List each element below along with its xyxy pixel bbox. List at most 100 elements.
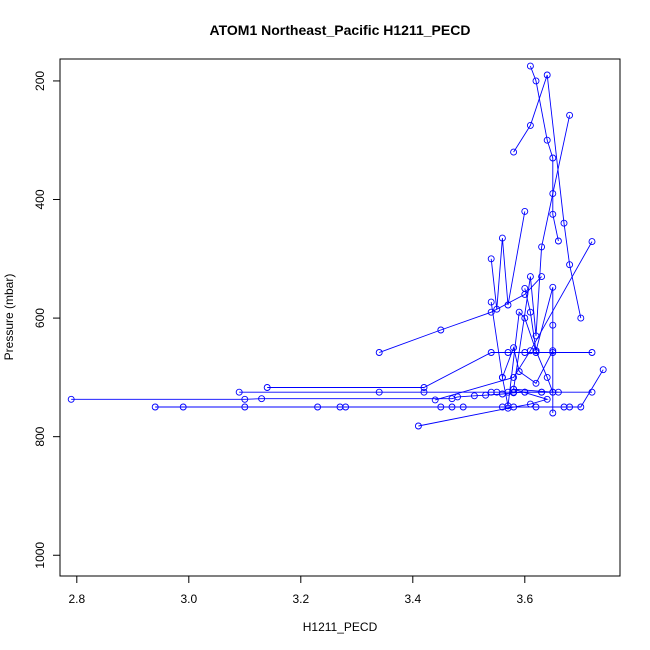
data-point <box>487 255 495 263</box>
data-point <box>498 234 506 242</box>
data-point <box>375 388 383 396</box>
data-point <box>487 349 495 356</box>
x-tick-label: 3.6 <box>516 592 533 606</box>
data-point <box>521 314 529 322</box>
data-point <box>538 273 546 281</box>
series-line <box>529 65 559 242</box>
data-point <box>235 388 243 396</box>
data-point <box>510 373 518 381</box>
data-point <box>414 422 422 430</box>
data-point <box>510 344 518 352</box>
data-point <box>504 301 512 309</box>
series-12 <box>510 111 574 393</box>
data-point <box>549 388 557 396</box>
data-point <box>437 403 445 411</box>
data-point <box>543 71 551 79</box>
series-line <box>501 311 554 406</box>
data-point <box>521 284 529 292</box>
data-point <box>515 368 523 375</box>
data-point <box>532 403 540 411</box>
data-point <box>493 388 501 396</box>
data-point <box>566 111 574 119</box>
x-tick-label: 2.8 <box>68 592 85 606</box>
data-point <box>498 373 506 381</box>
data-point <box>526 121 534 129</box>
data-point <box>179 403 187 411</box>
data-point <box>549 190 557 198</box>
series-10 <box>510 71 585 322</box>
series-11 <box>521 283 557 417</box>
data-point <box>241 403 249 411</box>
data-point <box>532 379 540 387</box>
data-point <box>588 349 596 356</box>
data-point <box>538 243 546 251</box>
x-axis-label: H1211_PECD <box>303 620 378 634</box>
data-point <box>560 219 568 227</box>
data-point <box>549 321 557 329</box>
series-line <box>490 302 554 384</box>
data-point <box>566 403 574 411</box>
data-point <box>314 403 322 411</box>
y-tick-label: 1000 <box>33 542 47 569</box>
data-point <box>510 148 518 156</box>
data-point <box>241 395 249 403</box>
series-line <box>513 115 571 390</box>
data-point <box>342 403 350 411</box>
series-line <box>418 388 553 427</box>
series-line <box>435 241 593 401</box>
data-point <box>577 314 585 322</box>
data-point <box>521 207 529 215</box>
series-3 <box>235 388 562 396</box>
data-point <box>549 154 557 162</box>
data-point <box>487 298 495 306</box>
data-point <box>493 305 501 313</box>
data-point <box>577 403 585 411</box>
data-point <box>521 388 529 396</box>
y-tick-label: 600 <box>33 308 47 328</box>
data-point <box>599 366 607 374</box>
series-layer <box>67 62 607 430</box>
data-point <box>526 62 534 70</box>
y-axis-label: Pressure (mbar) <box>2 274 16 361</box>
chart-title: ATOM1 Northeast_Pacific H1211_PECD <box>210 22 471 38</box>
data-point <box>588 238 596 246</box>
data-point <box>510 385 518 393</box>
y-tick-label: 200 <box>33 71 47 91</box>
data-point <box>263 384 271 391</box>
data-point <box>554 237 562 245</box>
series-line <box>490 211 526 310</box>
series-4 <box>263 349 596 391</box>
data-point <box>543 373 551 381</box>
series-line <box>513 74 582 319</box>
series-14 <box>487 298 557 387</box>
data-point <box>526 400 534 408</box>
data-point <box>549 283 557 291</box>
x-tick-label: 3.2 <box>292 592 309 606</box>
data-point <box>67 395 75 403</box>
plot-frame <box>59 58 621 577</box>
data-point <box>532 332 540 340</box>
data-point <box>448 403 456 411</box>
series-line <box>155 369 604 408</box>
y-tick-label: 400 <box>33 189 47 209</box>
data-point <box>543 395 551 403</box>
data-point <box>470 392 478 400</box>
data-point <box>487 308 495 316</box>
series-8 <box>487 207 529 313</box>
data-point <box>258 395 266 403</box>
data-point <box>549 347 557 355</box>
data-point <box>420 384 428 391</box>
data-point <box>375 349 383 356</box>
data-point <box>543 136 551 144</box>
data-point <box>549 210 557 218</box>
data-point <box>515 308 523 316</box>
data-point <box>532 347 540 355</box>
data-point <box>532 77 540 85</box>
x-axis: 2.8 3.0 3.2 3.4 3.6 <box>68 576 533 606</box>
data-point <box>420 388 428 396</box>
data-point <box>549 409 557 417</box>
data-point <box>504 402 512 410</box>
data-point <box>538 388 546 396</box>
series-9 <box>526 62 562 245</box>
